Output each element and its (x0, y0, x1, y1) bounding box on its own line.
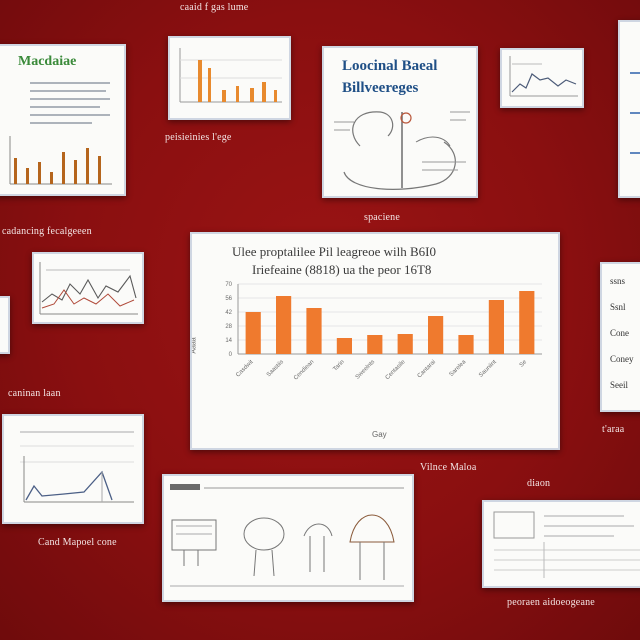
thumbnail-bar-chart (179, 48, 282, 103)
text-line (630, 72, 640, 74)
caption-main-bottom-right: Vilnce Maloa (420, 462, 477, 473)
card-diagram[interactable]: Loocinal Baeal Billveereges (322, 46, 478, 198)
text-line (30, 122, 92, 124)
y-tick-label: 28 (225, 324, 232, 330)
x-tick-label: Sauniint (478, 359, 498, 379)
text-line (30, 114, 110, 116)
bar (245, 312, 261, 354)
x-tick-label: Sarelea (449, 359, 468, 378)
card-table-thumbnail[interactable] (482, 500, 640, 588)
card-diagram-title-2: Billveereges (342, 80, 419, 96)
caption-bottom-right: peoraen aidoeogeane (507, 597, 595, 608)
x-tick-label: Tarin (332, 359, 345, 372)
bar (276, 296, 292, 354)
x-tick-label: Cendiean (293, 359, 315, 381)
text-line (630, 112, 640, 114)
x-tick-label: Sweelnts (355, 359, 376, 380)
card-right-text[interactable]: ssns Ssnl Cone Coney Seeil (600, 262, 640, 412)
card-left-edge[interactable] (0, 296, 10, 354)
caption-right-row4: diaon (527, 478, 551, 489)
process-diagram (334, 111, 470, 190)
y-tick-label: 14 (225, 338, 232, 344)
thumbnail-peak-chart (20, 431, 134, 503)
caption-left-row4: Cand Mapoel cone (38, 537, 117, 548)
card-illustrations[interactable] (162, 474, 414, 602)
bar (397, 334, 413, 354)
right-card-label: Ssnl (610, 302, 626, 312)
text-line (30, 106, 100, 108)
main-chart-xlabel: Gay (372, 430, 387, 439)
card-top-right-partial[interactable] (618, 20, 640, 198)
text-line (30, 98, 110, 100)
text-line (30, 82, 110, 84)
y-tick-label: 0 (229, 352, 233, 358)
card-top-left-title: Macdaiae (18, 54, 77, 69)
card-top-left[interactable]: Macdaiae (0, 44, 126, 196)
mini-bar-chart (9, 136, 112, 185)
bar (306, 308, 322, 354)
card-main-chart[interactable]: Ulee proptalilee Pil leagreoe wilh B6I0 … (190, 232, 560, 450)
right-card-label: Cone (610, 328, 629, 338)
y-tick-label: 42 (225, 310, 232, 316)
main-chart-title-line1: Ulee proptalilee Pil leagreoe wilh B6I0 (232, 244, 436, 259)
bar (428, 316, 444, 354)
card-line-sketch[interactable] (500, 48, 584, 108)
bar (336, 338, 352, 354)
caption-left-row3: caninan laan (8, 388, 61, 399)
bar (519, 291, 535, 354)
card-peak-chart[interactable] (2, 414, 144, 524)
thumbnail-line-chart (509, 56, 578, 97)
thumbnail-table (493, 511, 640, 578)
y-tick-label: 56 (225, 296, 232, 302)
x-tick-label: Se (519, 359, 529, 369)
text-line (30, 90, 106, 92)
right-card-label: Seeil (610, 380, 628, 390)
x-tick-label: Casdwit (235, 359, 255, 379)
right-card-label: Coney (610, 354, 634, 364)
card-diagram-title-1: Loocinal Baeal (342, 58, 438, 74)
card-bar-thumbnail[interactable] (168, 36, 291, 120)
caption-card2: peisieinies l'ege (165, 132, 232, 143)
bar (458, 335, 474, 354)
card-multi-line-chart[interactable] (32, 252, 144, 324)
y-tick-label: 70 (225, 282, 232, 288)
x-tick-label: Centasile (385, 359, 407, 381)
caption-top-center: caaid f gas lume (180, 2, 249, 13)
thumbnail-multi-line-chart (39, 262, 138, 315)
main-chart-title-line2: Iriefeaine (8818) ua the peor 16T8 (252, 262, 432, 277)
caption-right-row2: t'araa (602, 424, 625, 435)
text-line (630, 152, 640, 154)
caption-left-row2: cadancing fecalgeeen (2, 226, 92, 237)
caption-card3: spaciene (364, 212, 401, 223)
x-tick-label: Saastiis (266, 359, 285, 378)
illustration-strip (170, 484, 404, 587)
bar (367, 335, 383, 354)
main-bar-chart: 0 14 28 42 56 70 Casdwit Saastiis Cendiean Tarin S… (225, 282, 542, 382)
x-tick-label: Cantarai (417, 359, 437, 379)
bar (488, 300, 504, 354)
right-card-label: ssns (610, 276, 626, 286)
